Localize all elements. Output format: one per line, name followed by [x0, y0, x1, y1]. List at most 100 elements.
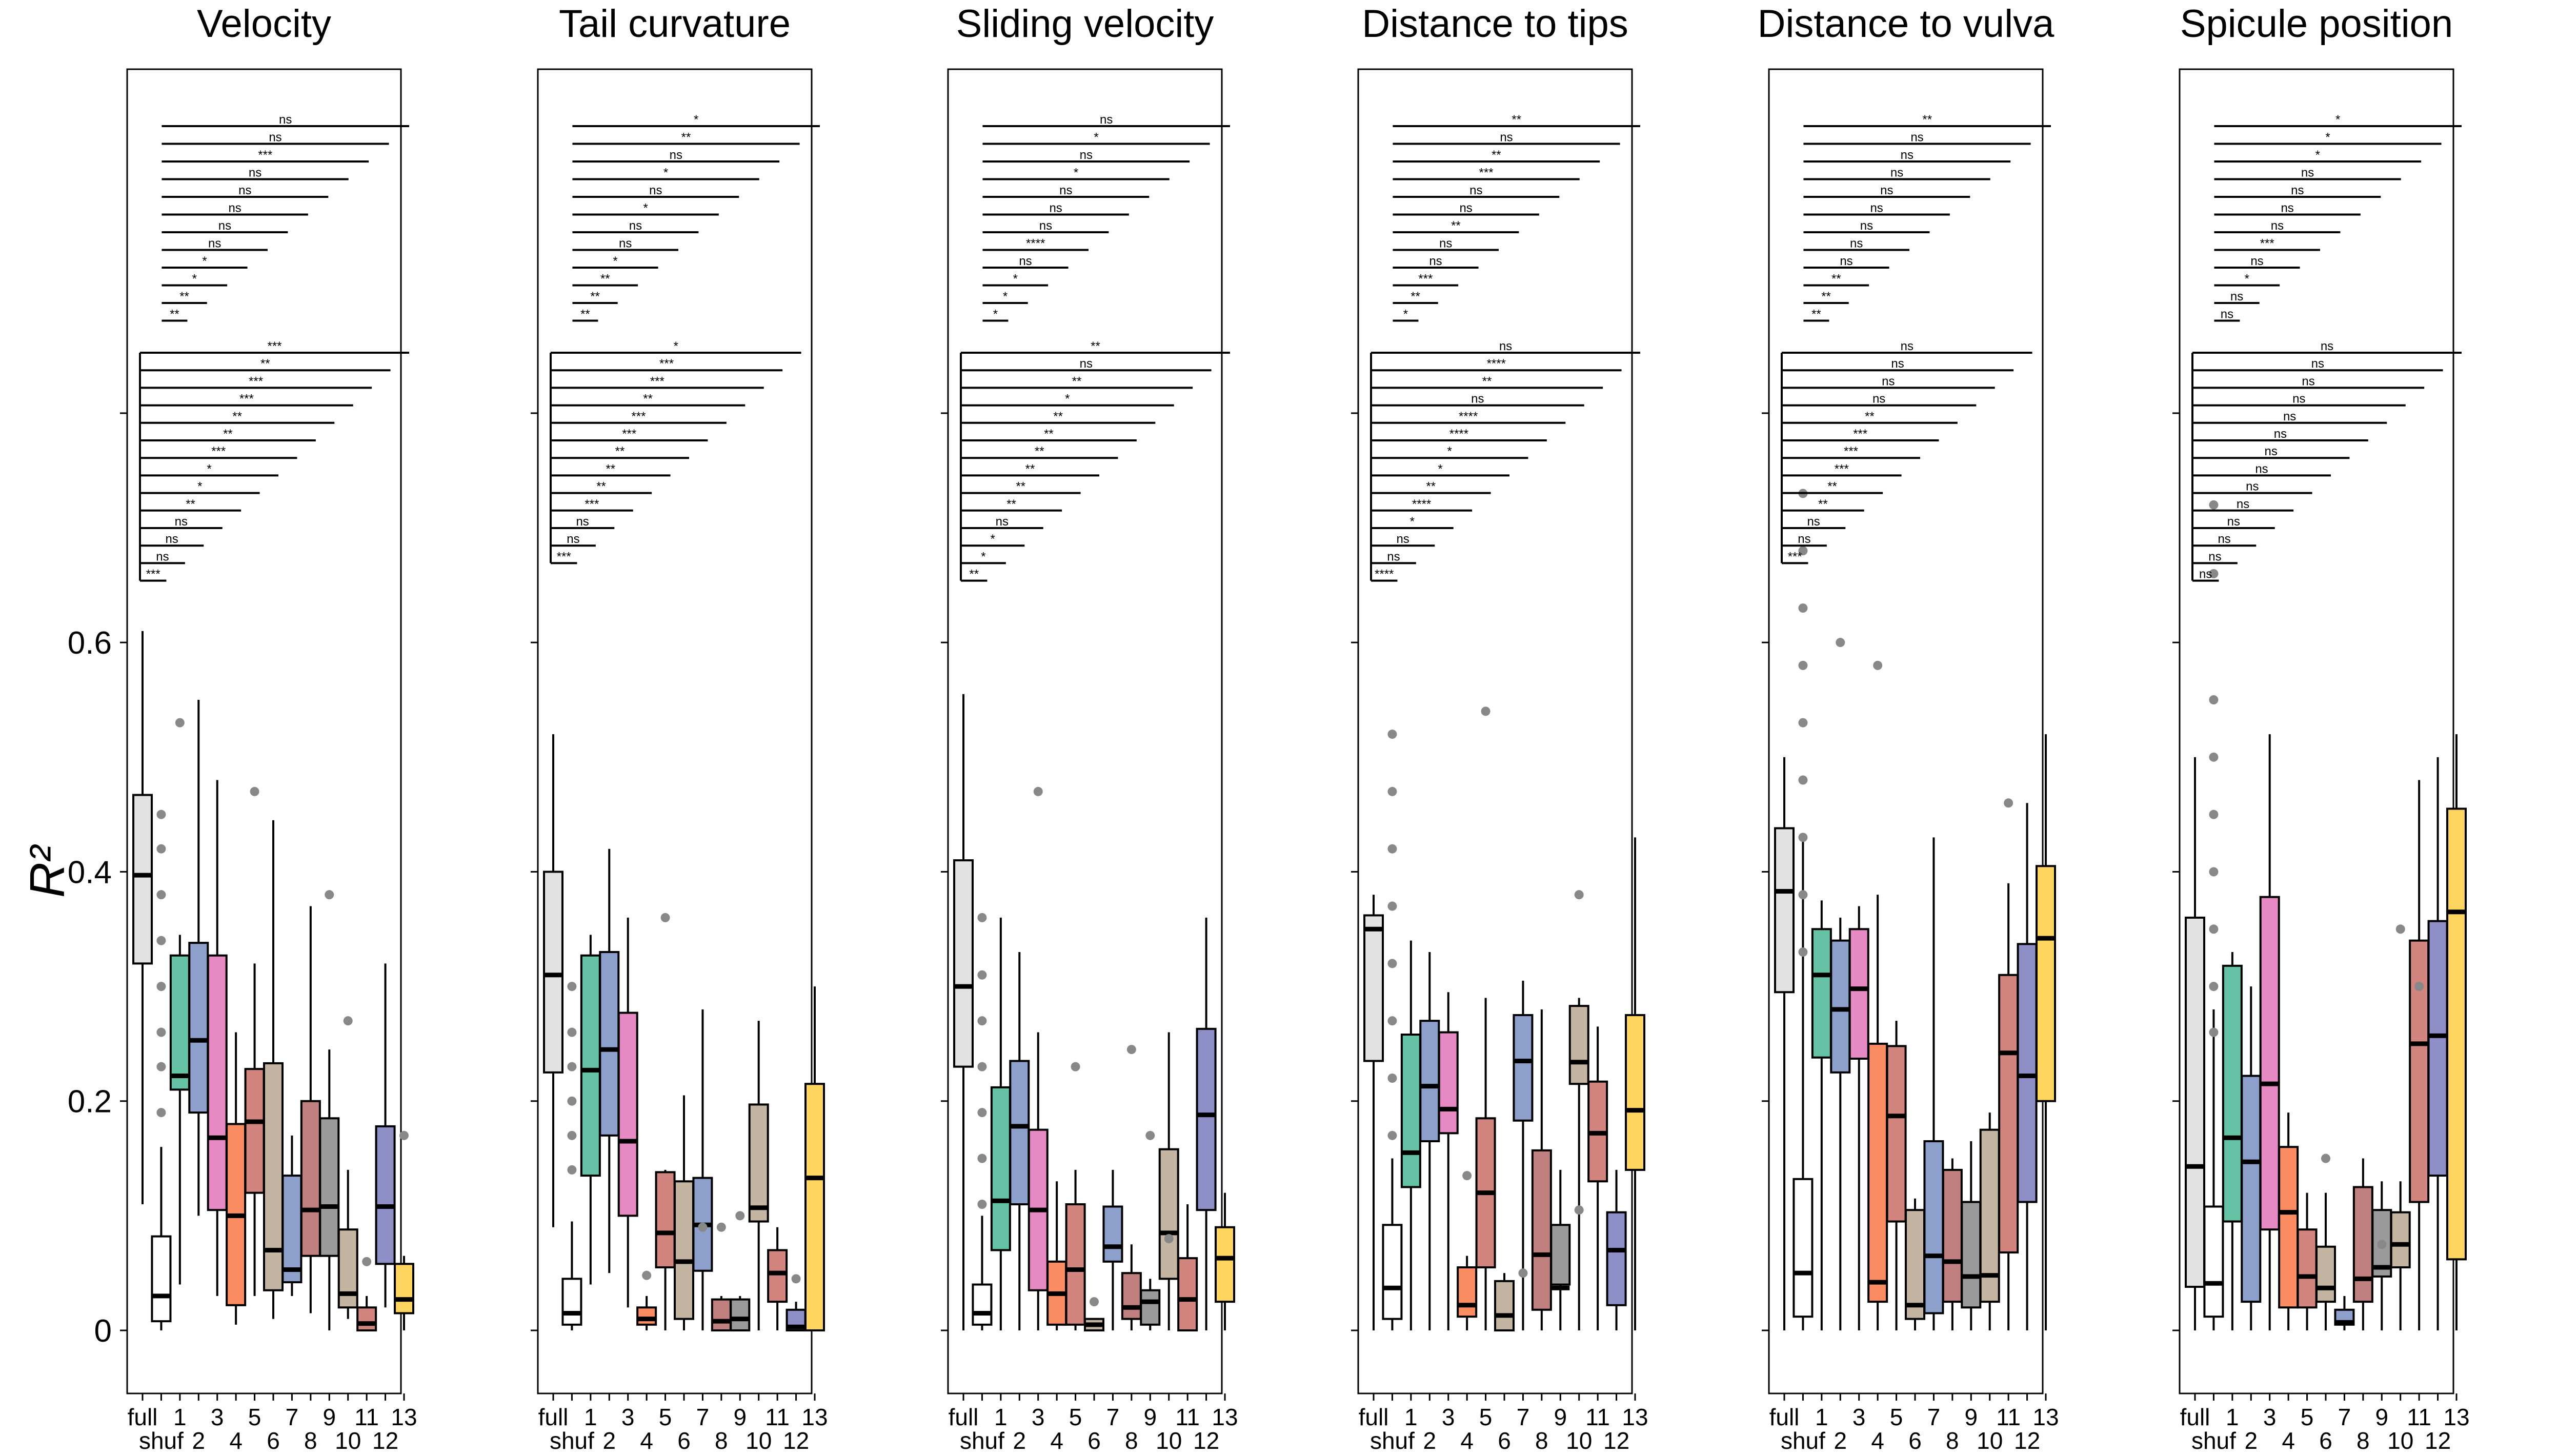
- x-tick-label: 12: [1193, 1427, 1219, 1453]
- box-body: [1811, 928, 1832, 1059]
- box-14: [804, 986, 825, 1332]
- panel-title: Distance to tips: [1362, 2, 1628, 46]
- box-1: [151, 1147, 172, 1330]
- outlier-point: [1798, 603, 1808, 613]
- outlier-point: [1164, 1234, 1174, 1244]
- significance-label: ***: [1844, 444, 1858, 458]
- significance-label: ns: [1471, 392, 1484, 406]
- x-tick-label: 2: [1013, 1427, 1026, 1453]
- significance-label: *: [1438, 462, 1442, 476]
- box-12: [1177, 1204, 1198, 1332]
- box-0: [1363, 895, 1384, 1330]
- x-tick-label: 2: [1423, 1427, 1436, 1453]
- box-5: [1457, 1256, 1478, 1330]
- outlier-point: [2209, 569, 2219, 578]
- significance-label: ns: [2237, 497, 2249, 511]
- box-body: [1382, 1224, 1403, 1320]
- box-5: [226, 1032, 247, 1325]
- significance-label: ns: [670, 148, 682, 162]
- significance-label: ns: [249, 166, 261, 180]
- x-tick-label: 13: [1212, 1404, 1238, 1430]
- box-body: [748, 1103, 769, 1223]
- box-body: [1215, 1226, 1235, 1303]
- box-body: [1625, 1014, 1645, 1171]
- significance-label: **: [1922, 113, 1932, 127]
- box-1: [561, 1221, 582, 1330]
- box-2: [580, 935, 601, 1285]
- significance-label: **: [170, 308, 179, 321]
- significance-label: **: [596, 480, 606, 494]
- significance-label: ns: [2281, 201, 2293, 215]
- significance-label: *: [192, 272, 197, 286]
- box-3: [599, 848, 620, 1273]
- box-11: [1158, 1032, 1179, 1330]
- significance-label: ns: [218, 219, 231, 233]
- significance-label: ***: [146, 568, 160, 581]
- x-tick-label: 12: [1603, 1427, 1629, 1453]
- outlier-point: [1798, 890, 1808, 900]
- significance-label: **: [600, 272, 610, 286]
- significance-label: **: [1492, 148, 1501, 162]
- significance-label: **: [223, 427, 233, 441]
- significance-label: ns: [1080, 357, 1093, 371]
- significance-label: ns: [1872, 392, 1885, 406]
- x-tick-label: 2: [192, 1427, 205, 1453]
- x-tick-label: 6: [1087, 1427, 1101, 1453]
- box-body: [1121, 1272, 1142, 1320]
- x-tick-label: 1: [1815, 1404, 1828, 1430]
- x-tick-label: 8: [1125, 1427, 1138, 1453]
- outlier-point: [567, 982, 577, 992]
- box-body: [1363, 914, 1384, 1062]
- panel-title: Spicule position: [2180, 2, 2453, 46]
- box-9: [711, 1296, 732, 1331]
- significance-label: *: [1447, 444, 1452, 458]
- box-body: [1009, 1060, 1030, 1206]
- significance-label: ****: [1375, 568, 1394, 581]
- box-6: [1065, 1169, 1086, 1330]
- significance-label: ns: [2291, 184, 2304, 197]
- x-tick-label: 7: [2338, 1404, 2351, 1430]
- significance-label: ***: [211, 444, 226, 458]
- panel-frame: [1768, 68, 2044, 1394]
- significance-label: ns: [175, 515, 188, 529]
- significance-label: ns: [208, 237, 221, 251]
- outlier-point: [156, 810, 166, 819]
- box-13: [2017, 803, 2038, 1330]
- significance-label: **: [590, 290, 600, 304]
- box-body: [1140, 1289, 1161, 1326]
- x-tick-label: 11: [1175, 1404, 1200, 1430]
- significance-label: ***: [650, 374, 664, 388]
- box-3: [1830, 917, 1851, 1330]
- significance-label: *: [643, 201, 648, 215]
- significance-label: ns: [619, 237, 632, 251]
- outlier-point: [791, 1274, 801, 1284]
- significance-label: **: [643, 392, 653, 406]
- significance-label: **: [606, 462, 615, 476]
- outlier-point: [977, 1016, 987, 1026]
- x-tick-label: full: [1359, 1404, 1389, 1430]
- significance-label: ns: [1901, 148, 1914, 162]
- x-tick-label: shuf: [550, 1427, 594, 1453]
- outlier-point: [977, 1200, 987, 1209]
- box-5: [1046, 1181, 1067, 1330]
- significance-label: **: [1482, 374, 1492, 388]
- significance-label: **: [580, 308, 590, 321]
- box-body: [730, 1298, 751, 1331]
- x-tick-label: 3: [211, 1404, 224, 1430]
- box-body: [188, 942, 209, 1114]
- significance-label: *: [674, 339, 678, 353]
- panel-title: Sliding velocity: [956, 2, 1214, 46]
- outlier-point: [2209, 695, 2219, 704]
- significance-label: **: [969, 568, 979, 581]
- significance-label: *: [990, 532, 995, 546]
- box-10: [1961, 1141, 1982, 1330]
- outlier-point: [2377, 1240, 2387, 1249]
- x-tick-label: 10: [335, 1427, 361, 1453]
- x-tick-label: 4: [2282, 1427, 2295, 1453]
- significance-label: **: [1411, 290, 1420, 304]
- box-body: [1550, 1224, 1571, 1286]
- box-8: [2334, 1296, 2355, 1330]
